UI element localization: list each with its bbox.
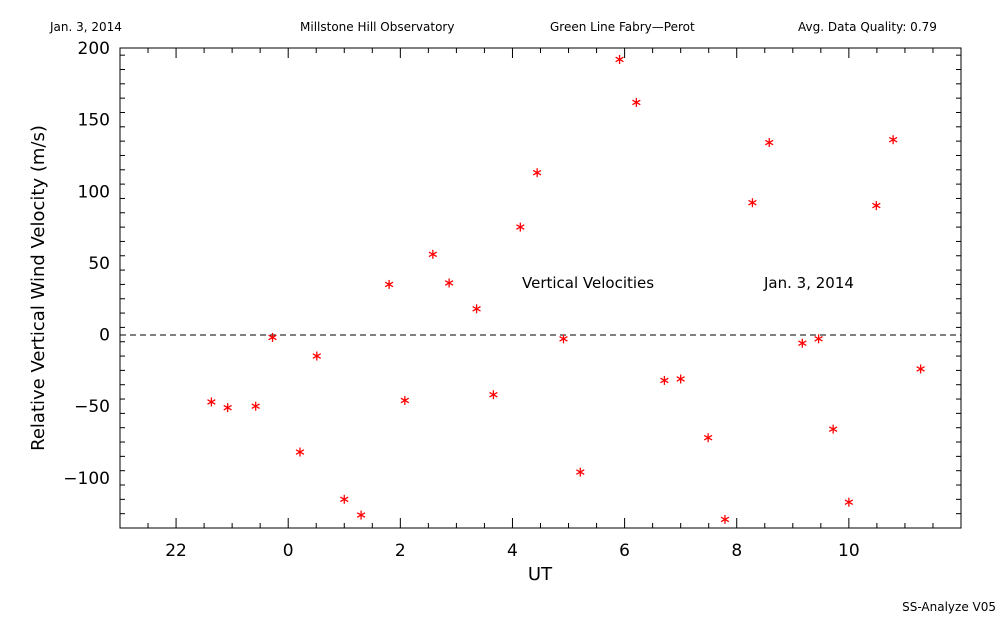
y-tick-label: 200 [78, 39, 110, 59]
data-point [223, 403, 232, 413]
data-point [268, 332, 277, 342]
data-point [559, 334, 568, 344]
y-axis-tick-labels: 200 150 100 50 0 −50 −100 [63, 39, 110, 489]
header-instrument: Green Line Fabry—Perot [550, 20, 695, 34]
data-point [207, 397, 216, 407]
data-point [765, 138, 774, 148]
x-tick-label: 6 [619, 541, 630, 561]
header-quality: Avg. Data Quality: 0.79 [798, 20, 937, 34]
x-tick-label: 2 [395, 541, 406, 561]
x-axis-label: UT [528, 564, 553, 585]
data-point [828, 424, 838, 434]
x-tick-label: 0 [283, 541, 294, 561]
data-point [444, 278, 454, 288]
annotation-date: Jan. 3, 2014 [763, 274, 854, 292]
y-axis-label: Relative Vertical Wind Velocity (m/s) [28, 125, 49, 451]
y-tick-label: 0 [99, 326, 110, 346]
y-tick-label: −100 [63, 469, 110, 489]
data-point [489, 390, 498, 400]
data-point [720, 514, 730, 524]
data-point [632, 97, 641, 107]
data-point [916, 364, 925, 374]
data-point [814, 334, 823, 344]
y-axis-ticks [120, 54, 961, 515]
x-axis-tick-labels: 22 0 2 4 6 8 10 [165, 541, 859, 561]
x-tick-label: 10 [838, 541, 860, 561]
data-point [703, 433, 713, 443]
x-tick-label: 4 [507, 541, 518, 561]
x-tick-label: 22 [165, 541, 187, 561]
software-version: SS-Analyze V05 [902, 600, 996, 614]
x-axis-ticks [119, 48, 962, 528]
y-tick-label: 100 [78, 182, 110, 202]
data-point [295, 447, 305, 457]
data-point [384, 279, 394, 289]
data-point [615, 54, 624, 64]
data-point [532, 168, 542, 178]
data-point [472, 304, 481, 314]
data-point [748, 198, 757, 208]
header-date: Jan. 3, 2014 [49, 20, 122, 34]
y-tick-label: 150 [78, 111, 110, 131]
annotation-vertical-velocities: Vertical Velocities [522, 274, 654, 292]
data-point [888, 135, 898, 145]
data-point [428, 249, 438, 259]
data-point [676, 374, 685, 384]
data-point [356, 510, 366, 520]
data-point [576, 467, 585, 477]
data-point [251, 401, 260, 411]
data-point [798, 338, 807, 348]
y-tick-label: −50 [74, 397, 110, 417]
data-point [340, 494, 349, 504]
data-point [660, 375, 669, 385]
header-observatory: Millstone Hill Observatory [300, 20, 454, 34]
data-point [872, 201, 881, 211]
y-tick-label: 50 [88, 254, 110, 274]
data-point [844, 497, 854, 507]
data-point [516, 222, 525, 232]
data-points [207, 54, 925, 524]
data-point [400, 395, 410, 405]
data-point [312, 351, 322, 361]
x-tick-label: 8 [731, 541, 742, 561]
